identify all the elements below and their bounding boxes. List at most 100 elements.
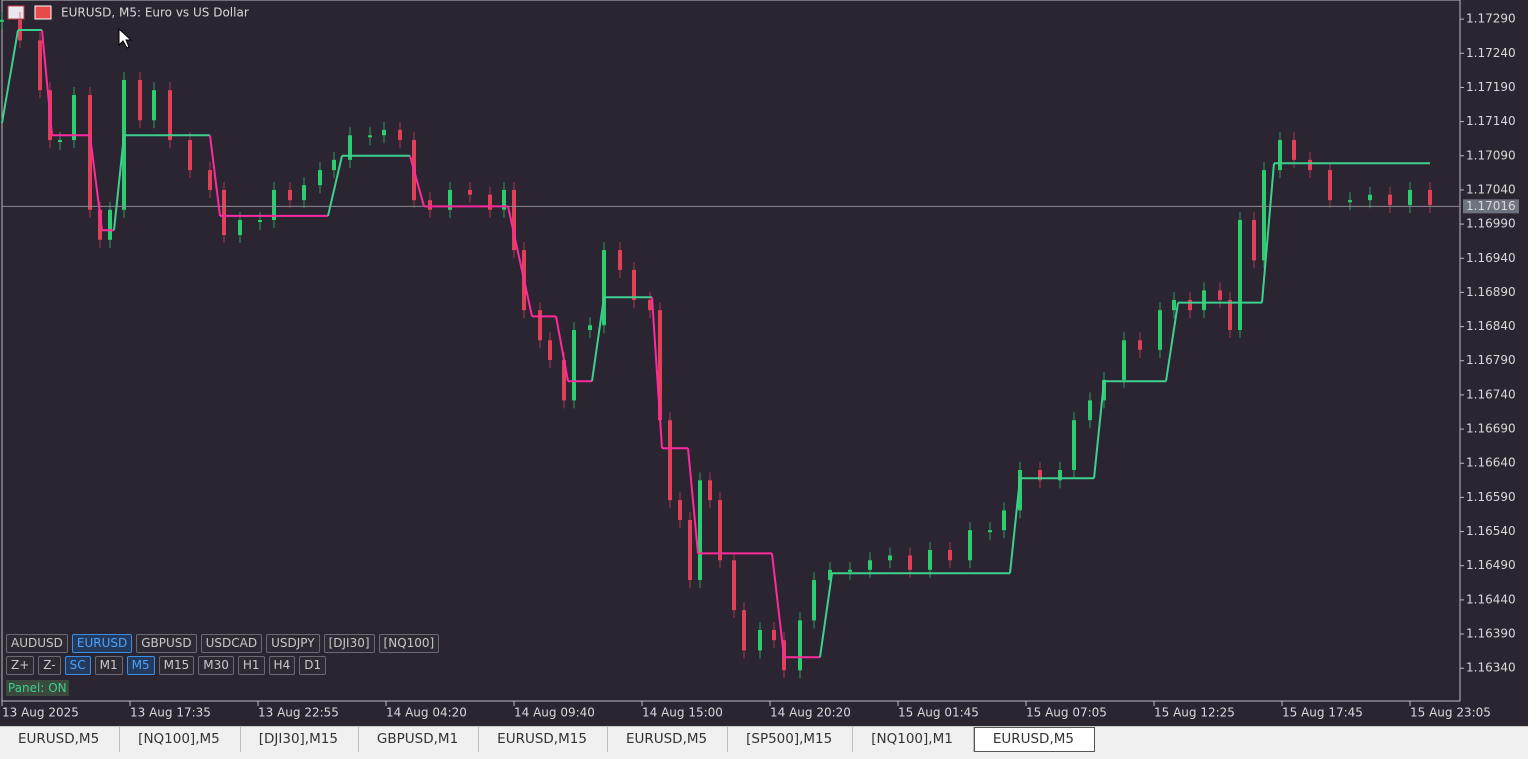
icon	[34, 5, 52, 20]
y-tick-label: 1.16940	[1466, 251, 1516, 265]
candle	[208, 170, 212, 190]
plot-frame	[1, 0, 1461, 702]
candle	[1038, 470, 1042, 481]
y-tick-label: 1.16790	[1466, 353, 1516, 367]
candle	[502, 189, 506, 210]
timeframe-button[interactable]: H4	[268, 656, 296, 675]
candle	[382, 129, 386, 136]
tab[interactable]: [DJI30],M15	[241, 727, 359, 752]
tab[interactable]: [NQ100],M5	[120, 727, 241, 752]
symbol-button[interactable]: AUDUSD	[6, 634, 68, 653]
candle	[758, 629, 762, 651]
y-tick-label: 1.16490	[1466, 558, 1516, 572]
tab[interactable]: [NQ100],M1	[853, 727, 974, 752]
candle	[888, 555, 892, 561]
chart: EURUSD, M5: Euro vs US Dollar 1.17290 1.1…	[0, 0, 1528, 726]
y-tick-label: 1.16590	[1466, 490, 1516, 504]
candle	[1058, 470, 1062, 481]
candle	[538, 310, 542, 341]
symbol-button[interactable]: EURUSD	[71, 634, 133, 653]
candle	[58, 140, 62, 143]
timeframe-button[interactable]: M30	[198, 656, 234, 675]
candle	[658, 310, 662, 421]
candle	[828, 569, 832, 581]
candle	[38, 40, 42, 91]
candle	[1158, 310, 1162, 350]
step-line	[41, 29, 53, 136]
candle	[1262, 170, 1266, 261]
candle	[122, 79, 126, 210]
tab[interactable]: EURUSD,M5	[0, 727, 121, 752]
x-tick-label: 15 Aug 17:45	[1282, 706, 1363, 720]
tab[interactable]: EURUSD,M5	[608, 727, 729, 752]
step-line	[1009, 478, 1021, 574]
step-line	[209, 135, 221, 217]
y-tick-label: 1.16990	[1466, 217, 1516, 231]
scrollbar	[1528, 0, 1540, 759]
timeframe-button[interactable]: D1	[299, 656, 327, 675]
control-button[interactable]: Z+	[6, 656, 35, 675]
symbol-row: AUDUSD EURUSD GBPUSD USDCAD USDJPY [DJI30] [NQ…	[6, 634, 440, 653]
timeframe-button[interactable]: M15	[158, 656, 195, 675]
symbol-button[interactable]: USDCAD	[200, 634, 263, 653]
x-tick-label: 15 Aug 07:05	[1026, 706, 1107, 720]
candle	[1122, 340, 1126, 380]
candle	[742, 610, 746, 651]
y-tick-label: 1.16540	[1466, 524, 1516, 538]
tab[interactable]: EURUSD,M5	[973, 727, 1095, 752]
candle	[588, 325, 592, 331]
candle	[1278, 140, 1282, 171]
candle	[1238, 220, 1242, 331]
candle	[1252, 220, 1256, 261]
control-button[interactable]: Z-	[38, 656, 61, 675]
timeframe-button[interactable]: M1	[94, 656, 123, 675]
candle	[1348, 200, 1352, 203]
y-tick-label: 1.16890	[1466, 285, 1516, 299]
symbol-button[interactable]: GBPUSD	[136, 634, 197, 653]
step-line	[687, 448, 699, 554]
candle	[1088, 400, 1092, 421]
timeframe-button[interactable]: H1	[237, 656, 265, 675]
candle	[318, 170, 322, 186]
y-tick-label: 1.16340	[1466, 661, 1516, 675]
candle	[108, 209, 112, 240]
x-tick-label: 13 Aug 17:35	[130, 706, 211, 720]
control-button[interactable]: SC	[64, 656, 91, 675]
candle	[812, 580, 816, 621]
candle	[1202, 290, 1206, 311]
candle	[512, 189, 516, 251]
tab[interactable]: EURUSD,M15	[479, 727, 608, 752]
x-tick-label: 14 Aug 09:40	[514, 706, 595, 720]
step-line	[89, 135, 103, 231]
cursor	[118, 27, 133, 49]
candle	[88, 94, 92, 210]
timeframe-button[interactable]: M5	[126, 656, 155, 675]
symbol-button[interactable]: [NQ100]	[378, 634, 440, 653]
icon	[7, 5, 25, 20]
candle	[138, 79, 142, 121]
tab[interactable]: GBPUSD,M1	[359, 727, 480, 752]
candle	[1188, 299, 1192, 311]
symbol-button[interactable]: [DJI30]	[323, 634, 375, 653]
candle	[708, 480, 712, 501]
step-line	[591, 297, 605, 382]
y-tick-label: 1.16440	[1466, 592, 1516, 606]
candle	[908, 555, 912, 570]
current-price-box	[1463, 199, 1519, 214]
candle	[1428, 189, 1432, 205]
candle	[1228, 299, 1232, 331]
symbol-button[interactable]: USDJPY	[266, 634, 320, 653]
candle	[868, 560, 872, 570]
candle	[1308, 159, 1312, 171]
candle	[678, 500, 682, 520]
candle	[988, 530, 992, 533]
tab[interactable]: [SP500],M15	[728, 727, 854, 752]
candle	[632, 269, 636, 300]
candle	[302, 185, 306, 201]
y-tick-label: 1.17040	[1466, 182, 1516, 196]
candle	[188, 140, 192, 171]
candle	[572, 330, 576, 401]
step-line	[113, 135, 125, 231]
step-line	[1165, 302, 1179, 382]
candle	[168, 90, 172, 141]
